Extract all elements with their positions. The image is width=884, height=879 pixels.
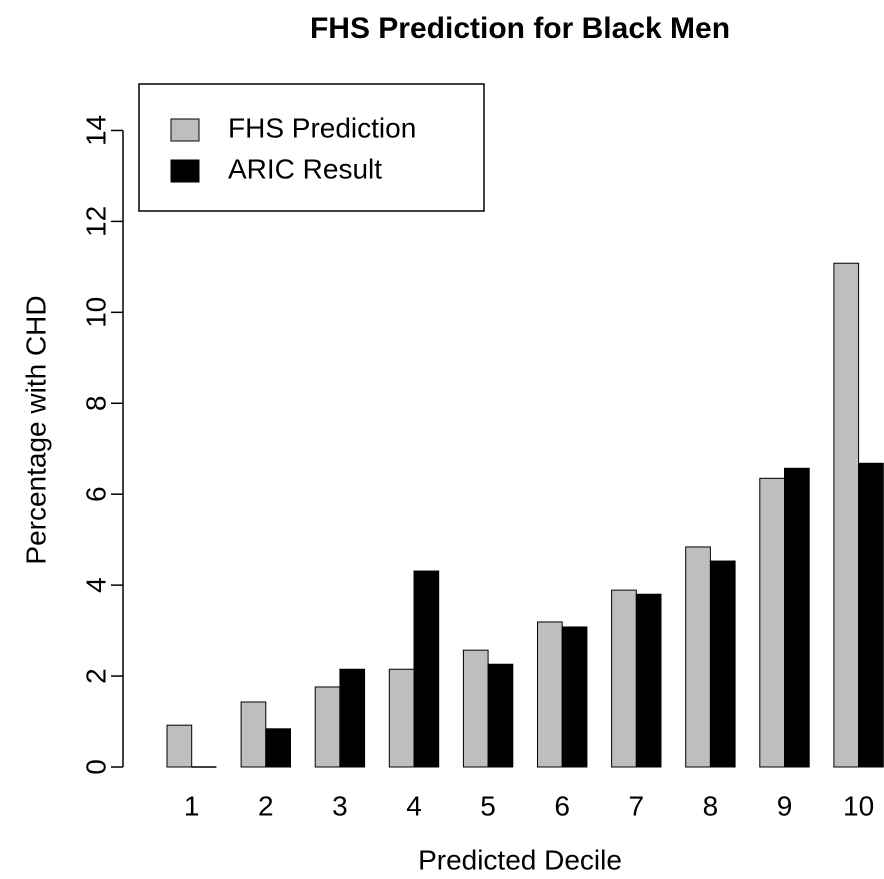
y-tick-label: 2 [80, 668, 111, 684]
bar [413, 570, 440, 768]
bar [709, 560, 736, 768]
legend-label: FHS Prediction [228, 112, 416, 143]
bar [388, 668, 415, 768]
x-tick-label: 9 [777, 790, 793, 821]
bar [561, 626, 588, 768]
y-tick-label: 6 [80, 486, 111, 502]
y-tick-label: 10 [80, 297, 111, 328]
y-axis-label: Percentage with CHD [20, 295, 51, 564]
x-tick-label: 6 [554, 790, 570, 821]
bar [858, 462, 884, 768]
legend-swatch [170, 159, 200, 183]
x-tick-label: 7 [629, 790, 645, 821]
chart-title: FHS Prediction for Black Men [310, 12, 730, 45]
bar [759, 477, 785, 768]
bar [265, 728, 291, 768]
bar [611, 589, 637, 768]
legend-box [138, 83, 485, 212]
bar [314, 686, 341, 768]
legend-label: ARIC Result [228, 153, 382, 184]
y-tick-label: 14 [80, 115, 111, 146]
y-tick-label: 4 [80, 577, 111, 593]
x-tick-label: 8 [703, 790, 719, 821]
bar [537, 621, 563, 768]
legend-swatch [170, 118, 200, 142]
bar [685, 546, 711, 768]
x-tick-label: 2 [258, 790, 274, 821]
bar [240, 701, 267, 768]
y-tick-label: 0 [80, 759, 111, 775]
bar [339, 668, 366, 768]
y-tick-label: 12 [80, 206, 111, 237]
y-tick-label: 8 [80, 395, 111, 411]
x-tick-label: 10 [843, 790, 874, 821]
bar [462, 649, 489, 768]
bar [487, 663, 514, 768]
x-tick-label: 1 [184, 790, 200, 821]
x-tick-label: 5 [480, 790, 496, 821]
x-axis-label: Predicted Decile [418, 844, 622, 875]
x-tick-label: 4 [406, 790, 422, 821]
bar [784, 467, 810, 768]
x-tick-label: 3 [332, 790, 348, 821]
bar [166, 724, 193, 768]
bar [833, 262, 860, 768]
bar [635, 593, 662, 768]
